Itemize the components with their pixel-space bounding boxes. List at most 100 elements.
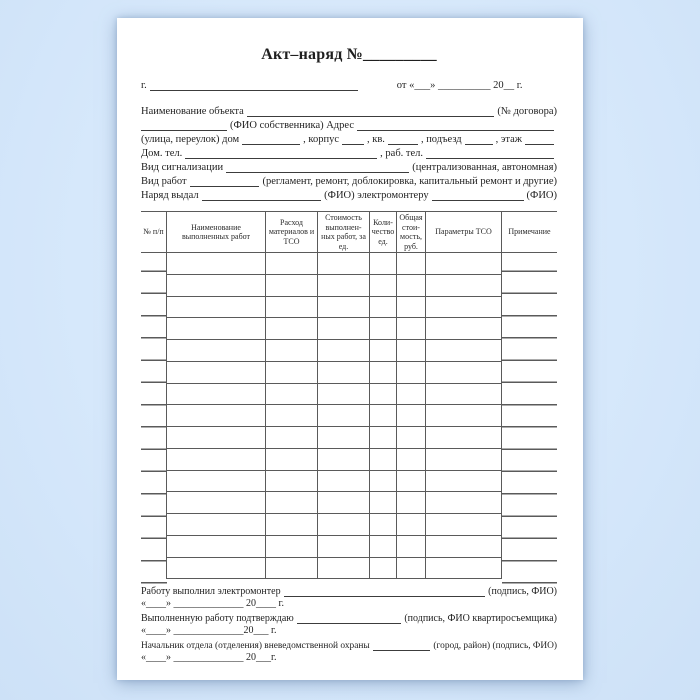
table-cell [266, 318, 318, 341]
table-cell [318, 296, 370, 319]
date-label: от «___» __________ 20__ г. [396, 80, 523, 91]
table-cell [502, 253, 557, 275]
chief-signature-note: (город, район) (подпись, ФИО) [433, 640, 557, 651]
executed-by-label: Работу выполнил электромонтер [141, 585, 281, 597]
table-row [141, 557, 557, 580]
table-cell [141, 557, 167, 580]
table-cell [266, 253, 318, 275]
blank-line [283, 586, 486, 597]
table-cell [266, 557, 318, 580]
table-cell [370, 318, 397, 341]
table-cell [426, 318, 502, 341]
blank-line [141, 120, 227, 131]
table-cell [426, 557, 502, 580]
issued-by-label: Наряд выдал [141, 190, 199, 201]
blank-line [387, 134, 418, 145]
form-line-works: Вид работ (регламент, ремонт, доблокиров… [141, 174, 557, 188]
table-cell [370, 253, 397, 275]
column-header-materials: Расход материалов и ТСО [266, 211, 318, 253]
blank-line [296, 613, 402, 624]
table-cell [370, 557, 397, 580]
table-cell [370, 405, 397, 428]
table-row [141, 274, 557, 297]
table-cell [141, 361, 167, 384]
column-header-num: № п/п [141, 211, 167, 253]
blank-line [342, 134, 364, 145]
table-cell [318, 383, 370, 406]
document-title: Акт–наряд №_________ [261, 46, 437, 63]
column-header-quantity: Коли-чество ед. [370, 211, 397, 253]
table-cell [370, 448, 397, 471]
table-cell [426, 492, 502, 515]
table-cell [502, 558, 557, 580]
table-cell [370, 274, 397, 297]
table-cell [426, 383, 502, 406]
form-line-issued: Наряд выдал (ФИО) электромонтеру (ФИО) [141, 188, 557, 202]
table-cell [167, 470, 266, 493]
table-cell [318, 427, 370, 449]
table-row [141, 492, 557, 515]
table-body [141, 253, 557, 580]
table-row [141, 535, 557, 558]
table-cell [426, 296, 502, 319]
table-cell [426, 340, 502, 362]
table-cell [397, 448, 426, 471]
column-header-total-cost: Общая стои-мость, руб. [397, 211, 426, 253]
column-header-note: Примечание [502, 211, 557, 253]
street-label: (улица, переулок) дом [141, 134, 240, 145]
table-cell [141, 492, 167, 515]
table-cell [266, 514, 318, 536]
confirmed-by-label: Выполненную работу подтверждаю [141, 612, 294, 624]
table-cell [426, 361, 502, 384]
signature-line-tenant: Выполненную работу подтверждаю (подпись,… [141, 611, 557, 625]
blank-line [226, 162, 410, 173]
table-cell [141, 405, 167, 428]
table-row [141, 427, 557, 449]
table-cell [370, 492, 397, 515]
table-cell [502, 362, 557, 384]
table-cell [318, 514, 370, 536]
table-cell [502, 384, 557, 406]
table-cell [318, 253, 370, 275]
table-cell [167, 557, 266, 580]
blank-line [149, 80, 358, 91]
work-phone-label: , раб. тел. [380, 148, 424, 159]
blank-line [201, 190, 322, 201]
table-cell [502, 536, 557, 558]
table-cell [397, 296, 426, 319]
table-cell [370, 427, 397, 449]
table-row [141, 253, 557, 275]
table-row [141, 340, 557, 362]
table-cell [426, 448, 502, 471]
work-type-label: Вид работ [141, 176, 187, 187]
table-cell [397, 274, 426, 297]
table-cell [502, 318, 557, 340]
table-cell [502, 405, 557, 427]
table-cell [141, 253, 167, 275]
table-cell [318, 274, 370, 297]
table-cell [318, 340, 370, 362]
table-cell [397, 383, 426, 406]
table-cell [167, 448, 266, 471]
table-row [141, 383, 557, 406]
table-cell [141, 448, 167, 471]
table-cell [370, 514, 397, 536]
table-cell [502, 471, 557, 493]
table-cell [141, 318, 167, 341]
table-cell [266, 535, 318, 558]
table-cell [318, 492, 370, 515]
form-line-street: (улица, переулок) дом , корпус , кв. , п… [141, 132, 557, 146]
table-cell [141, 514, 167, 536]
table-cell [426, 405, 502, 428]
table-cell [141, 535, 167, 558]
table-cell [426, 274, 502, 297]
table-cell [266, 427, 318, 449]
table-cell [370, 361, 397, 384]
blank-line [246, 106, 495, 117]
form-line-owner: (ФИО собственника) Адрес [141, 118, 557, 132]
table-cell [167, 427, 266, 449]
form-line-object: Наименование объекта (№ договора) [141, 104, 557, 118]
signal-options-note: (централизованная, автономная) [412, 162, 557, 173]
object-label: Наименование объекта [141, 106, 244, 117]
table-cell [397, 318, 426, 341]
